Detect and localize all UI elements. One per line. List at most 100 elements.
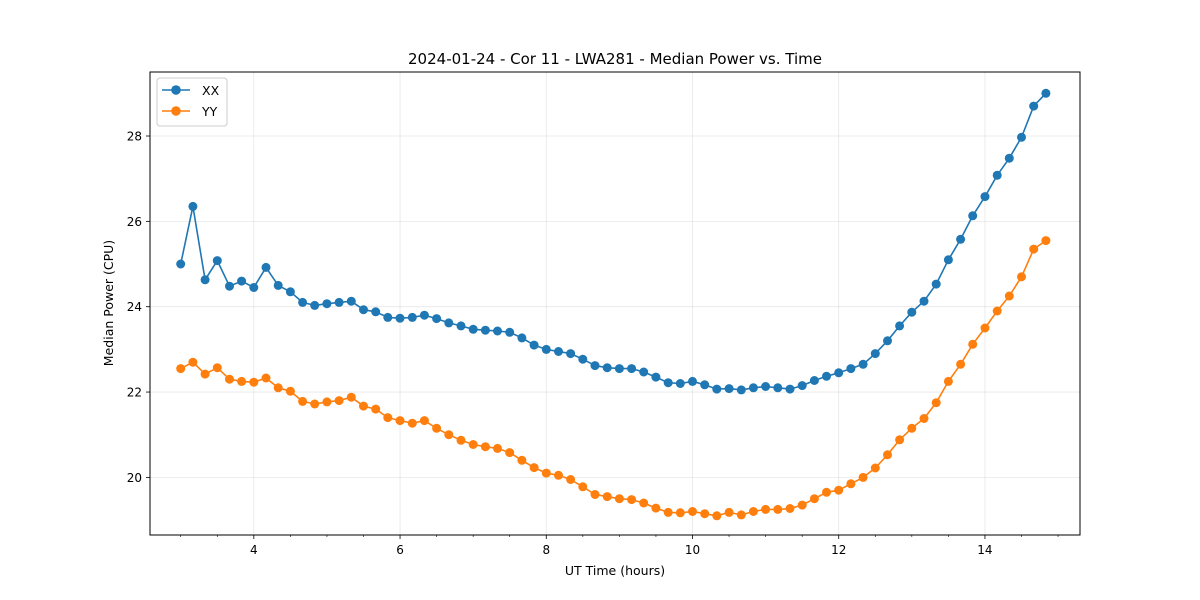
data-point-yy bbox=[883, 450, 892, 460]
data-point-xx bbox=[834, 368, 844, 378]
data-point-yy bbox=[919, 414, 929, 423]
data-point-xx bbox=[724, 384, 734, 394]
data-point-yy bbox=[310, 399, 320, 409]
data-point-xx bbox=[907, 307, 917, 317]
data-point-yy bbox=[285, 386, 295, 396]
data-point-yy bbox=[480, 442, 490, 452]
data-point-yy bbox=[298, 396, 308, 406]
data-point-yy bbox=[200, 369, 210, 379]
data-point-xx bbox=[541, 344, 551, 354]
data-point-xx bbox=[444, 318, 454, 328]
data-point-yy bbox=[980, 323, 990, 333]
data-point-xx bbox=[870, 349, 880, 359]
data-point-xx bbox=[883, 336, 892, 346]
data-point-xx bbox=[809, 376, 819, 385]
data-point-yy bbox=[456, 435, 466, 445]
series-group bbox=[176, 88, 1051, 521]
data-point-yy bbox=[675, 508, 685, 518]
x-tick-label: 8 bbox=[542, 543, 550, 557]
data-point-yy bbox=[712, 511, 722, 521]
data-point-yy bbox=[517, 455, 527, 465]
data-point-yy bbox=[237, 376, 247, 386]
data-point-yy bbox=[334, 396, 344, 406]
legend-marker-yy bbox=[171, 106, 181, 116]
data-point-xx bbox=[225, 281, 234, 291]
data-point-xx bbox=[858, 359, 868, 369]
data-point-xx bbox=[773, 383, 783, 393]
data-point-yy bbox=[822, 487, 831, 497]
data-point-yy bbox=[943, 376, 953, 386]
data-point-yy bbox=[639, 498, 649, 508]
data-point-yy bbox=[188, 357, 198, 367]
legend: XX YY bbox=[156, 77, 228, 127]
x-tick-label: 10 bbox=[685, 543, 700, 557]
data-point-yy bbox=[834, 485, 844, 495]
data-point-xx bbox=[980, 192, 990, 202]
data-point-xx bbox=[919, 296, 929, 306]
data-point-xx bbox=[639, 367, 649, 377]
data-point-yy bbox=[992, 306, 1002, 316]
data-point-yy bbox=[627, 495, 637, 505]
data-point-xx bbox=[578, 354, 588, 364]
x-axis: 4 6 8 10 12 14 bbox=[180, 535, 1059, 557]
data-point-xx bbox=[188, 201, 198, 211]
data-point-yy bbox=[359, 401, 368, 411]
data-point-yy bbox=[724, 507, 734, 517]
y-tick-label: 24 bbox=[127, 300, 142, 314]
data-point-xx bbox=[432, 314, 442, 324]
data-point-yy bbox=[212, 363, 222, 373]
data-point-xx bbox=[298, 297, 308, 307]
data-point-yy bbox=[554, 470, 563, 480]
data-point-yy bbox=[663, 507, 673, 517]
data-point-xx bbox=[590, 361, 600, 371]
data-point-yy bbox=[371, 404, 381, 414]
data-point-xx bbox=[761, 382, 771, 391]
y-tick-label: 26 bbox=[127, 215, 142, 229]
chart-title: 2024-01-24 - Cor 11 - LWA281 - Median Po… bbox=[408, 50, 822, 68]
x-tick-label: 14 bbox=[977, 543, 992, 557]
data-point-xx bbox=[748, 383, 758, 393]
data-point-yy bbox=[249, 377, 259, 387]
data-point-yy bbox=[748, 507, 758, 516]
data-point-xx bbox=[614, 364, 624, 374]
data-point-xx bbox=[566, 349, 576, 359]
data-point-yy bbox=[322, 397, 332, 407]
data-point-xx bbox=[785, 384, 795, 394]
data-point-xx bbox=[956, 234, 966, 244]
data-point-yy bbox=[785, 504, 795, 513]
data-point-yy bbox=[651, 503, 661, 513]
data-point-yy bbox=[346, 392, 356, 402]
data-point-xx bbox=[1029, 101, 1039, 111]
x-tick-label: 4 bbox=[250, 543, 258, 557]
data-point-xx bbox=[468, 324, 478, 334]
grid bbox=[150, 72, 1080, 535]
data-point-xx bbox=[627, 364, 637, 374]
data-point-xx bbox=[419, 310, 429, 320]
data-point-xx bbox=[1017, 132, 1026, 142]
data-point-xx bbox=[261, 262, 271, 272]
data-point-xx bbox=[456, 321, 466, 331]
series-yy bbox=[176, 236, 1051, 521]
data-point-xx bbox=[493, 326, 502, 336]
y-axis-label: Median Power (CPU) bbox=[101, 240, 116, 366]
data-point-xx bbox=[688, 376, 697, 386]
data-point-xx bbox=[395, 313, 405, 323]
data-point-xx bbox=[359, 305, 368, 315]
data-point-yy bbox=[736, 510, 746, 520]
y-tick-label: 20 bbox=[127, 471, 142, 485]
data-point-xx bbox=[346, 296, 356, 306]
data-point-yy bbox=[407, 418, 417, 428]
data-point-xx bbox=[797, 381, 807, 391]
data-point-xx bbox=[822, 371, 831, 381]
data-point-xx bbox=[736, 385, 746, 395]
data-point-yy bbox=[1041, 236, 1051, 246]
data-point-yy bbox=[273, 383, 283, 393]
data-point-xx bbox=[249, 283, 259, 292]
data-point-yy bbox=[688, 507, 697, 516]
data-point-yy bbox=[1029, 244, 1039, 254]
data-point-yy bbox=[700, 509, 710, 519]
data-point-xx bbox=[846, 364, 856, 374]
data-point-xx bbox=[712, 384, 722, 394]
x-tick-label: 6 bbox=[396, 543, 404, 557]
